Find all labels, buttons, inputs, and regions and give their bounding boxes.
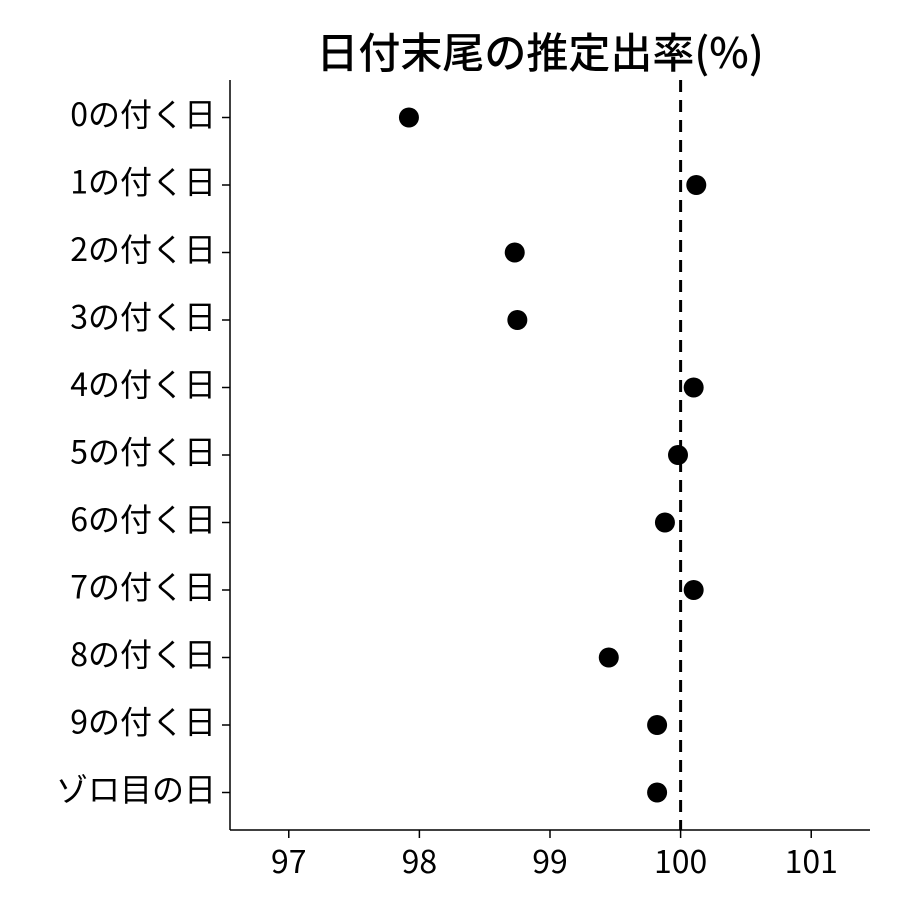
chart-title: 日付末尾の推定出率(%) [180,20,900,81]
chart-title-text: 日付末尾の推定出率(%) [316,20,763,81]
y-tick-label: ゾロ目の日 [56,765,216,811]
chart-svg: 0の付く日 1の付く日 2の付く日 3の付く日 4の付く日 5の付く日 6の付く日 7の付く日… [0,0,900,900]
data-point [647,783,667,803]
y-tick-label: 8の付く日 [70,630,216,676]
data-point [668,445,688,465]
x-tick-label: 99 [532,837,568,883]
y-tick-label: 4の付く日 [70,360,216,406]
data-point [399,108,419,128]
y-tick-label: 2の付く日 [70,225,216,271]
y-tick-label: 0の付く日 [70,90,216,136]
data-point [655,513,675,533]
data-point [684,580,704,600]
y-tick-label: 3の付く日 [70,293,216,339]
data-point [686,175,706,195]
data-point [647,715,667,735]
x-tick-label: 97 [271,837,307,883]
data-point [507,310,527,330]
data-point [505,243,525,263]
y-tick-label: 7の付く日 [70,563,216,609]
x-tick-label: 100 [654,837,707,883]
chart-container: 日付末尾の推定出率(%) 0の付く日 1の付く日 2の付く日 3の付く日 4の付く日 5の… [0,0,900,900]
y-tick-label: 1の付く日 [70,158,216,204]
data-point [684,378,704,398]
x-tick-label: 98 [402,837,438,883]
x-tick-label: 101 [785,837,838,883]
y-tick-label: 6の付く日 [70,495,216,541]
y-tick-label: 5の付く日 [70,428,216,474]
data-point [599,648,619,668]
y-tick-label: 9の付く日 [70,698,216,744]
